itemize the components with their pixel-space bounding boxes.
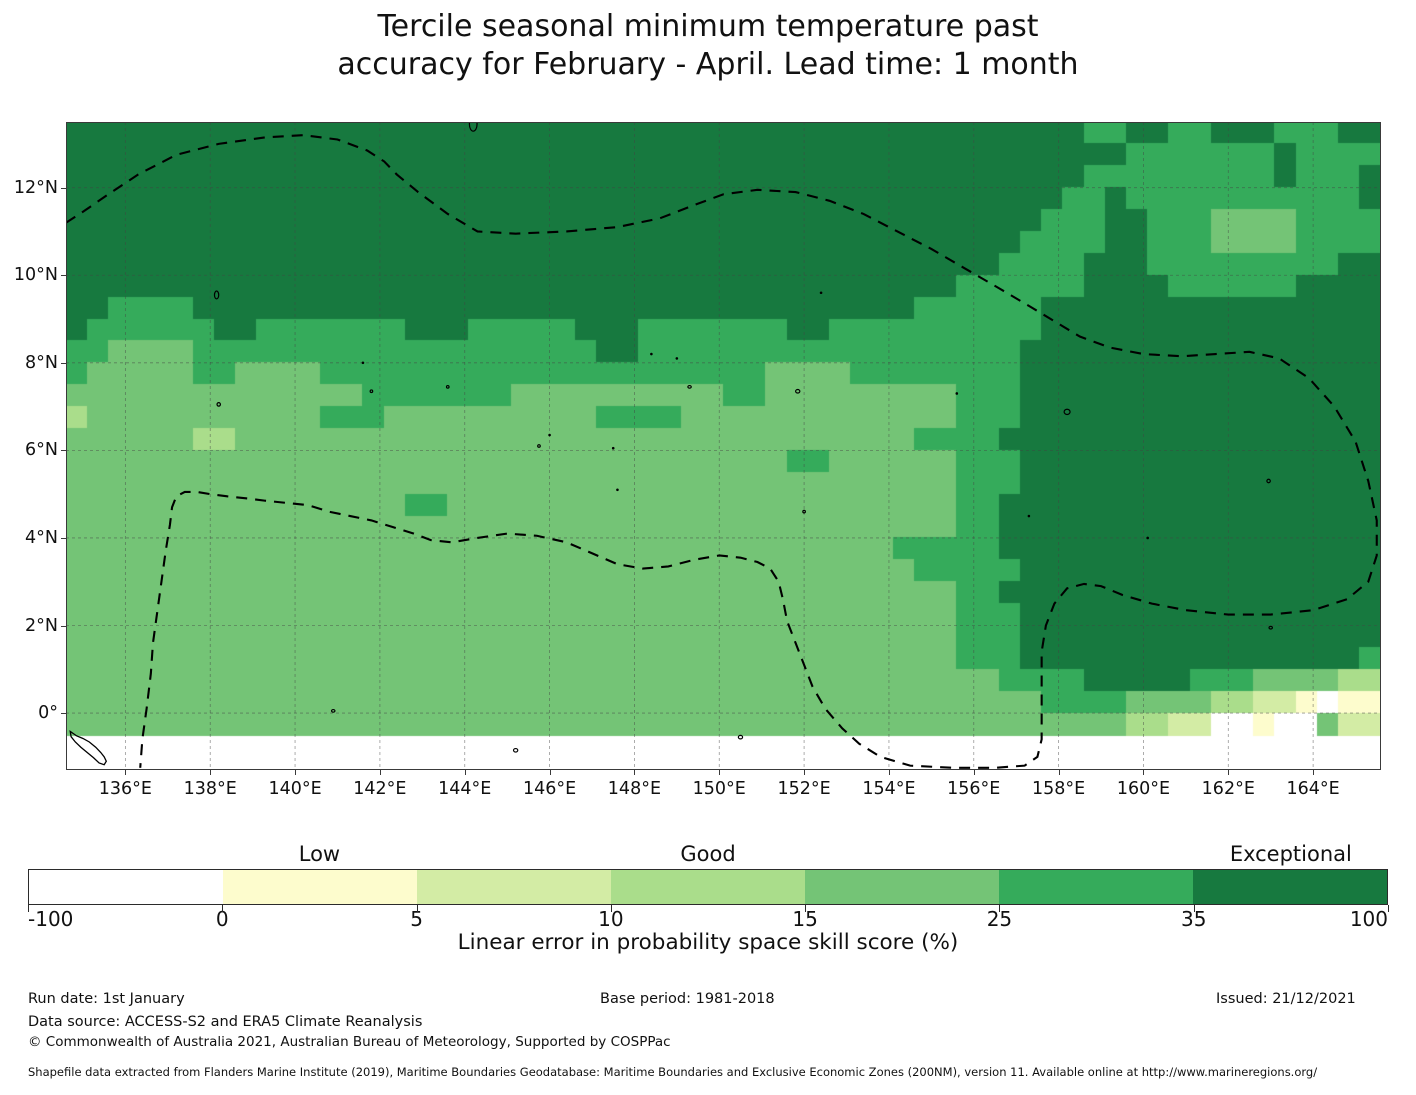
colorbar-notch	[222, 905, 224, 912]
heatmap-cells	[66, 122, 1381, 770]
title-line-2: accuracy for February - April. Lead time…	[337, 47, 1079, 83]
y-axis-tick: 6°N	[25, 440, 58, 461]
x-axis-tick: 150°E	[692, 779, 746, 799]
y-axis-tick: 12°N	[13, 177, 58, 198]
colorbar-segment	[29, 870, 223, 904]
x-axis-tickmark	[1313, 770, 1315, 775]
colorbar-segment	[999, 870, 1193, 904]
colorbar-segment	[805, 870, 999, 904]
y-axis-tickmark	[61, 713, 66, 715]
skill-score-map[interactable]	[66, 122, 1381, 770]
colorbar-category: Low	[298, 842, 341, 866]
y-axis-tickmark	[61, 625, 66, 627]
x-axis-tick: 160°E	[1116, 779, 1171, 799]
x-axis-tickmark	[719, 770, 721, 775]
colorbar-notch	[805, 905, 807, 912]
footer-run-date: Run date: 1st January	[28, 991, 185, 1007]
colorbar[interactable]	[28, 869, 1388, 905]
colorbar-segment	[611, 870, 805, 904]
x-axis-tickmark	[379, 770, 381, 775]
x-axis-tickmark	[125, 770, 127, 775]
x-axis-tickmark	[295, 770, 297, 775]
y-axis-tickmark	[61, 537, 66, 539]
x-axis-tick: 138°E	[183, 779, 237, 799]
colorbar-tick: 100	[1349, 907, 1388, 931]
colorbar-notch	[999, 905, 1001, 912]
x-axis-tickmark	[634, 770, 636, 775]
footer-data-source: Data source: ACCESS-S2 and ERA5 Climate …	[28, 1014, 423, 1030]
x-axis-tickmark	[973, 770, 975, 775]
x-axis-tick: 142°E	[353, 779, 407, 799]
x-axis-tick: 158°E	[1032, 779, 1086, 799]
y-axis-tick: 8°N	[25, 352, 58, 373]
x-axis-tick: 156°E	[947, 779, 1001, 799]
y-axis-tickmark	[61, 362, 66, 364]
x-axis-tick: 144°E	[438, 779, 492, 799]
footer-base-period: Base period: 1981-2018	[600, 991, 775, 1007]
x-axis-tick: 140°E	[268, 779, 322, 799]
title-line-1: Tercile seasonal minimum temperature pas…	[377, 9, 1039, 44]
x-axis-tickmark	[888, 770, 890, 775]
colorbar-tick: -100	[28, 907, 74, 931]
colorbar-notch	[610, 905, 612, 912]
colorbar-gradient	[28, 869, 1388, 905]
x-axis-tick: 136°E	[98, 779, 152, 799]
page-title: Tercile seasonal minimum temperature pas…	[0, 8, 1416, 85]
x-axis-tick: 148°E	[607, 779, 662, 799]
footer-shapefile-credit: Shapefile data extracted from Flanders M…	[28, 1065, 1318, 1079]
footer-issued-date: Issued: 21/12/2021	[1216, 991, 1356, 1007]
colorbar-notch	[416, 905, 418, 912]
x-axis-tick: 146°E	[522, 779, 577, 799]
y-axis-tickmark	[61, 275, 66, 277]
y-axis-tickmark	[61, 450, 66, 452]
colorbar-segment	[223, 870, 417, 904]
x-axis-tick: 162°E	[1201, 779, 1255, 799]
colorbar-notch	[1388, 905, 1389, 912]
colorbar-notch	[28, 905, 29, 912]
x-axis-tickmark	[210, 770, 212, 775]
y-axis-tickmark	[61, 187, 66, 189]
colorbar-category: Exceptional	[1229, 842, 1352, 866]
y-axis-tick: 0°	[38, 703, 58, 724]
x-axis-tick: 154°E	[862, 779, 916, 799]
colorbar-segment	[1193, 870, 1387, 904]
colorbar-category: Good	[680, 842, 736, 866]
colorbar-tick: 0	[215, 907, 229, 931]
y-axis-tick: 10°N	[13, 265, 58, 286]
x-axis-tick: 164°E	[1286, 779, 1340, 799]
colorbar-segment	[417, 870, 611, 904]
y-axis-tick: 2°N	[25, 615, 58, 636]
y-axis-tick: 4°N	[25, 527, 58, 548]
x-axis-tickmark	[1228, 770, 1230, 775]
x-axis-tickmark	[1058, 770, 1060, 775]
colorbar-notch	[1193, 905, 1195, 912]
x-axis-tickmark	[804, 770, 806, 775]
x-axis-tickmark	[549, 770, 551, 775]
x-axis-tickmark	[1143, 770, 1145, 775]
colorbar-tick: 5	[410, 907, 423, 931]
footer-copyright: © Commonwealth of Australia 2021, Austra…	[28, 1034, 671, 1050]
x-axis-tick: 152°E	[777, 779, 831, 799]
colorbar-axis-label: Linear error in probability space skill …	[457, 930, 959, 955]
x-axis-tickmark	[464, 770, 466, 775]
